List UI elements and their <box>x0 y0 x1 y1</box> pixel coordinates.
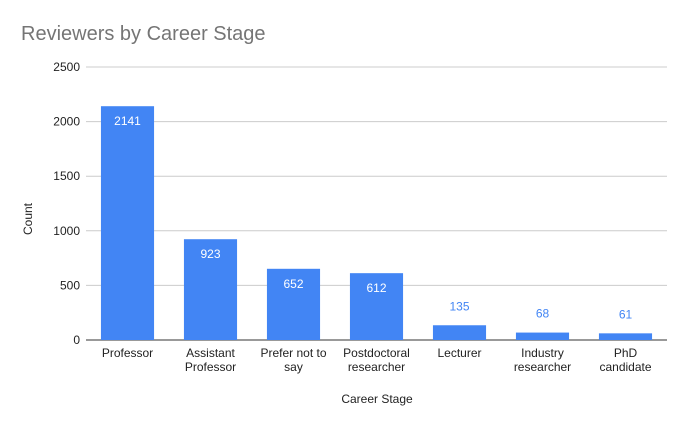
x-tick-label: Professor <box>102 346 153 360</box>
data-label: 135 <box>449 299 469 313</box>
bar <box>100 106 155 341</box>
bar <box>432 325 487 340</box>
bar <box>266 268 321 340</box>
x-tick-label: researcher <box>348 360 405 374</box>
data-label: 652 <box>283 277 303 291</box>
x-tick-label: Professor <box>185 360 236 374</box>
x-tick-label: Postdoctoral <box>343 346 410 360</box>
bar <box>349 273 404 340</box>
y-tick-label: 2000 <box>53 115 80 129</box>
x-tick-label: Assistant <box>186 346 235 360</box>
y-tick-label: 1000 <box>53 224 80 238</box>
bars <box>100 106 653 341</box>
x-tick-label: Lecturer <box>437 346 481 360</box>
data-label: 923 <box>200 247 220 261</box>
x-tick-label: say <box>284 360 303 374</box>
bar <box>183 239 238 340</box>
y-tick-label: 2500 <box>53 60 80 74</box>
x-tick-label: PhD <box>614 346 638 360</box>
data-label: 612 <box>366 281 386 295</box>
y-tick-label: 1500 <box>53 169 80 183</box>
x-tick-label: Prefer not to <box>260 346 326 360</box>
bar <box>515 332 570 340</box>
data-label: 68 <box>536 307 550 321</box>
x-tick-label: candidate <box>599 360 651 374</box>
y-axis-label: Count <box>21 202 35 235</box>
x-tick-label: researcher <box>514 360 571 374</box>
y-tick-label: 500 <box>60 278 80 292</box>
x-axis-label: Career Stage <box>341 392 413 406</box>
y-axis-ticks: 0 500 1000 1500 2000 2500 <box>53 60 80 347</box>
chart-title: Reviewers by Career Stage <box>21 23 266 45</box>
data-label: 61 <box>619 307 633 321</box>
data-labels: 2141 923 652 612 135 68 61 <box>114 114 632 321</box>
data-label: 2141 <box>114 114 141 128</box>
gridlines <box>86 66 667 341</box>
bar <box>598 333 653 340</box>
y-tick-label: 0 <box>73 333 80 347</box>
x-tick-label: Industry <box>521 346 564 360</box>
